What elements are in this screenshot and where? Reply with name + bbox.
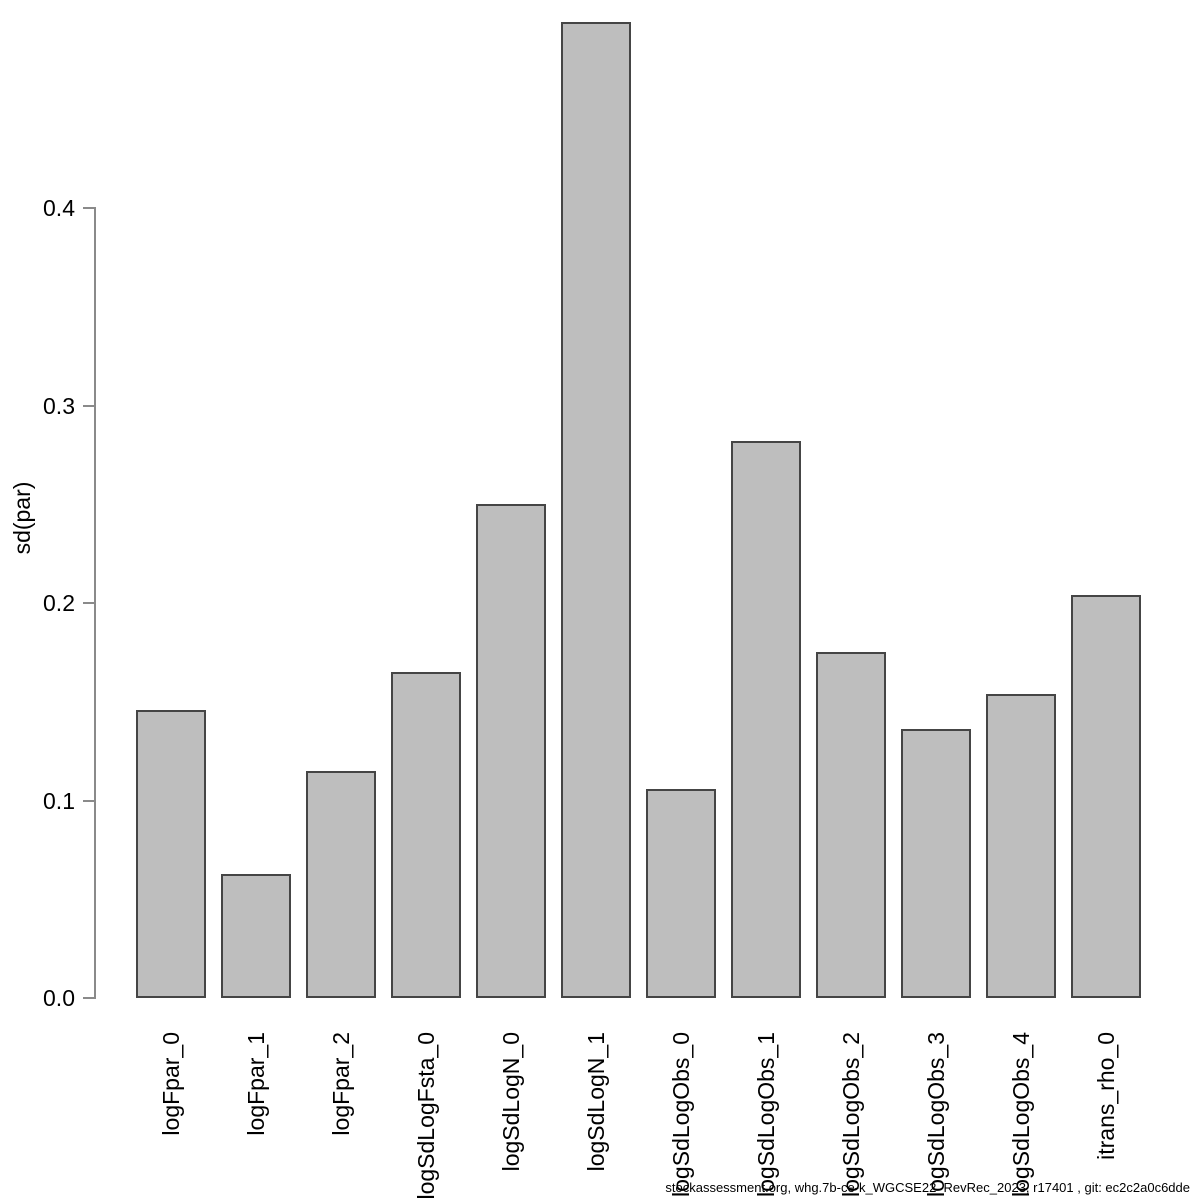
bar-logFpar_0 <box>136 710 206 998</box>
y-axis-tick <box>83 799 95 802</box>
bar-logSdLogFsta_0 <box>391 672 461 998</box>
x-axis-label-logFpar_2: logFpar_2 <box>328 1032 354 1136</box>
y-axis-line <box>94 207 96 999</box>
footer-watermark: stockassessment.org, whg.7b-ce-k_WGCSE22… <box>665 1180 1190 1195</box>
bar-itrans_rho_0 <box>1071 595 1141 998</box>
x-axis-label-logSdLogObs_1: logSdLogObs_1 <box>753 1032 779 1197</box>
y-tick-label: 0.1 <box>43 787 75 814</box>
y-axis-tick <box>83 404 95 407</box>
x-axis-label-logSdLogN_0: logSdLogN_0 <box>498 1032 524 1172</box>
y-tick-label: 0.4 <box>43 195 75 221</box>
bar-logSdLogN_1 <box>561 22 631 998</box>
y-tick-label: 0.3 <box>43 392 75 419</box>
y-tick-label: 0.2 <box>43 590 75 616</box>
x-axis-label-logSdLogObs_2: logSdLogObs_2 <box>838 1032 864 1197</box>
x-axis-label-logSdLogObs_0: logSdLogObs_0 <box>668 1032 694 1197</box>
x-axis-label-logFpar_1: logFpar_1 <box>243 1032 269 1136</box>
bar-logSdLogN_0 <box>476 504 546 998</box>
x-axis-label-logSdLogN_1: logSdLogN_1 <box>583 1032 609 1172</box>
bar-logFpar_2 <box>306 771 376 998</box>
x-axis-label-itrans_rho_0: itrans_rho_0 <box>1093 1032 1119 1160</box>
y-axis-tick <box>83 602 95 604</box>
bar-logSdLogObs_2 <box>816 652 886 998</box>
x-axis-label-logSdLogFsta_0: logSdLogFsta_0 <box>413 1032 439 1200</box>
bar-logFpar_1 <box>221 874 291 998</box>
y-axis-tick <box>83 207 95 209</box>
x-axis-label-logSdLogObs_4: logSdLogObs_4 <box>1008 1032 1034 1197</box>
bar-logSdLogObs_3 <box>901 729 971 998</box>
y-axis-tick <box>83 997 95 999</box>
x-axis-label-logFpar_0: logFpar_0 <box>158 1032 184 1136</box>
bar-logSdLogObs_4 <box>986 694 1056 998</box>
y-axis-title: sd(par) <box>9 481 35 555</box>
bar-logSdLogObs_1 <box>731 441 801 998</box>
x-axis-label-logSdLogObs_3: logSdLogObs_3 <box>923 1032 949 1197</box>
bar-logSdLogObs_0 <box>646 789 716 998</box>
y-tick-label: 0.0 <box>43 985 75 1011</box>
